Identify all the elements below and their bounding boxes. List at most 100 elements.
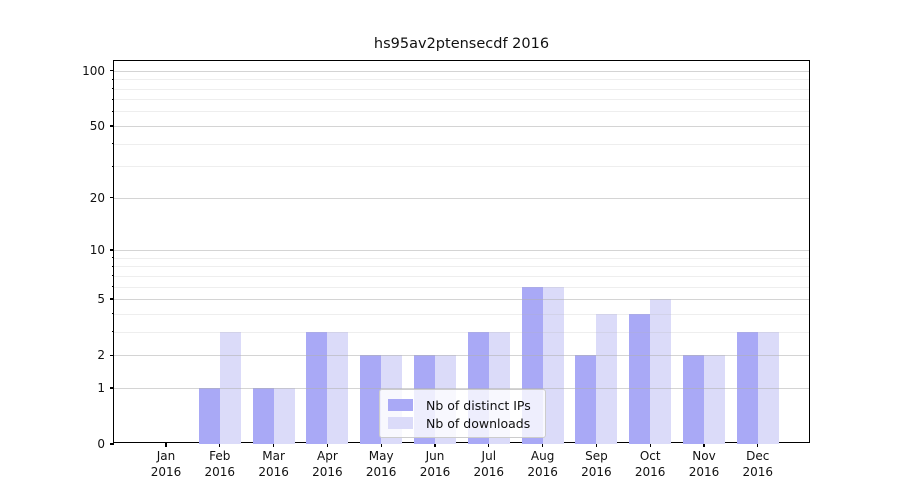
x-tick-label-line: Oct [639,449,661,463]
plot-area: 0 1 2 5 10 20 50 100 Jan 2016 Feb 2016 Mar 2016 Apr 201… [82,60,810,479]
x-tick-label: May 2016 [349,449,413,480]
x-tick-label-line: 2016 [312,464,343,479]
y-minor-tick-mark [111,257,114,259]
x-tick-mark [542,442,544,447]
x-tick-label: Oct 2016 [618,449,682,480]
y-minor-tick-mark [111,331,114,333]
x-tick-mark [757,442,759,447]
y-minor-tick-mark [111,143,114,145]
y-minor-tick-mark [111,265,114,267]
x-tick-mark [434,442,436,447]
x-tick-label-line: Sep [585,449,608,463]
x-tick-label-line: 2016 [527,464,558,479]
x-tick-label-line: 2016 [150,464,182,479]
y-tick-label: 10 [89,243,105,258]
bar-downloads [704,355,725,444]
legend-row: Nb of distinct IPs [388,396,535,414]
x-tick-label: Mar 2016 [242,449,306,480]
x-tick-label: Sep 2016 [564,449,628,480]
x-tick-label: Jul 2016 [457,449,521,480]
y-minor-tick-mark [111,165,114,167]
y-tick-mark [109,354,114,356]
bar-distinct-ips [629,313,651,444]
x-tick-label-line: Jun [425,449,445,463]
x-tick-mark [595,442,597,447]
bar-distinct-ips [683,355,704,444]
x-tick-mark [649,442,651,447]
bars-layer [114,61,809,444]
y-tick-mark [109,443,114,445]
x-tick-mark [380,442,382,447]
x-tick-mark [326,442,328,447]
x-tick-label-line: 2016 [581,464,612,479]
x-tick-mark [488,442,490,447]
y-tick-label: 1 [97,380,105,395]
y-tick-mark [109,249,114,251]
x-tick-mark [165,442,167,447]
x-tick-label-line: 2016 [688,464,720,479]
x-tick-label-line: 2016 [365,464,397,479]
y-tick-mark [109,125,114,127]
x-tick-label: Apr 2016 [295,449,359,480]
bar-downloads [273,387,295,444]
chart-title: hs95av2ptensecdf 2016 [373,36,550,52]
legend-label: Nb of downloads [426,415,531,431]
y-tick-mark [109,298,114,300]
x-tick-label-line: 2016 [742,464,774,479]
x-tick-label-line: 2016 [473,464,505,479]
x-tick-label-line: May [368,449,394,463]
x-tick-label-line: Jan [156,449,176,463]
legend-swatch-downloads [388,417,413,429]
y-tick-mark [109,70,114,72]
legend-row: Nb of downloads [388,414,535,432]
bar-distinct-ips [360,355,382,444]
y-tick-label: 100 [82,63,105,78]
y-tick-label: 0 [97,437,105,451]
legend: Nb of distinct IPs Nb of downloads [379,389,546,438]
bar-distinct-ips [198,387,220,444]
y-minor-tick-mark [111,98,114,100]
y-minor-tick-mark [111,313,114,315]
x-tick-label: Nov 2016 [672,449,736,480]
y-minor-tick-mark [111,78,114,80]
x-tick-label-line: Mar [262,449,285,463]
x-tick-label-line: Nov [692,449,716,463]
x-tick-label-line: 2016 [204,464,236,479]
bar-downloads [327,331,349,444]
x-tick-label-line: Jul [481,449,497,463]
bar-distinct-ips [575,355,597,444]
y-tick-label: 5 [97,292,105,307]
x-tick-mark [703,442,705,447]
x-tick-label: Dec 2016 [726,449,790,480]
x-tick-mark [219,442,221,447]
y-minor-tick-mark [111,286,114,288]
x-tick-label: Feb 2016 [188,449,252,480]
bar-downloads [650,299,672,444]
x-tick-mark [273,442,275,447]
legend-swatch-distinct-ips [388,399,413,411]
legend-label: Nb of distinct IPs [426,397,531,413]
x-tick-label: Jun 2016 [403,449,467,480]
y-minor-tick-mark [111,275,114,277]
bar-downloads [542,286,564,444]
y-tick-label: 2 [97,348,105,363]
x-tick-label-line: 2016 [258,464,289,479]
bar-distinct-ips [252,387,274,444]
y-tick-label: 50 [89,118,105,133]
x-tick-label-line: Feb [209,449,231,463]
x-tick-label-line: 2016 [634,464,666,479]
x-tick-label-line: 2016 [419,464,451,479]
y-minor-tick-mark [111,110,114,113]
x-tick-label-line: Aug [530,449,555,463]
x-tick-label: Jan 2016 [134,449,198,480]
y-tick-mark [109,197,114,199]
axis-layer: 0 1 2 5 10 20 50 100 Jan 2016 Feb 2016 Mar 2016 Apr 201… [82,61,809,479]
y-tick-mark [109,387,114,389]
bar-downloads [219,331,241,444]
bar-downloads [596,313,618,444]
bar-distinct-ips [736,331,758,444]
x-tick-label: Aug 2016 [511,449,575,480]
bar-downloads [757,331,779,444]
y-tick-label: 20 [89,190,105,205]
